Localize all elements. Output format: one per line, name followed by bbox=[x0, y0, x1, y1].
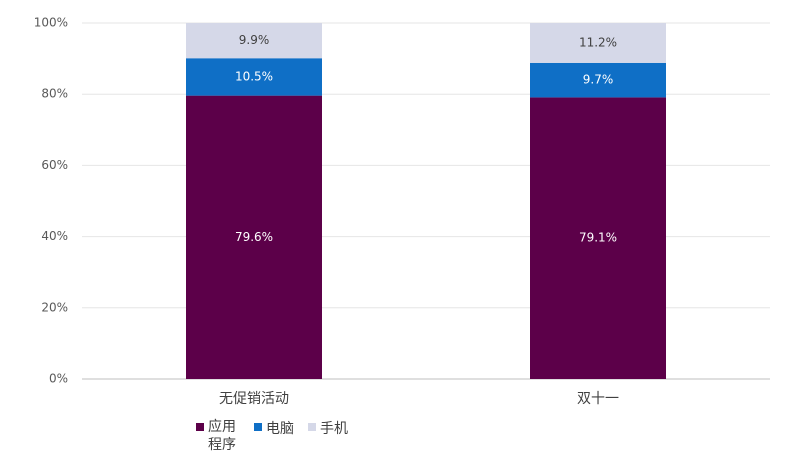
legend-item: 应用程序 bbox=[196, 418, 240, 454]
y-tick-label: 20% bbox=[41, 300, 68, 314]
data-label: 11.2% bbox=[579, 35, 617, 49]
x-tick-label: 无促销活动 bbox=[219, 391, 289, 407]
y-tick-label: 100% bbox=[34, 16, 68, 30]
y-tick-label: 60% bbox=[41, 158, 68, 172]
legend-item: 手机 bbox=[308, 418, 348, 454]
legend-item: 电脑 bbox=[254, 418, 294, 454]
y-tick-label: 80% bbox=[41, 87, 68, 101]
data-label: 10.5% bbox=[235, 69, 273, 83]
bar-segment bbox=[530, 97, 666, 380]
bar-segment bbox=[186, 23, 322, 59]
data-label: 9.9% bbox=[239, 33, 270, 47]
legend-swatch bbox=[308, 423, 316, 431]
y-tick-label: 40% bbox=[41, 229, 68, 243]
chart: 0% 20% 40% 60% 80% 100% 无促销活动 79.6% 10.5% 9.9% 双十一… bbox=[34, 16, 770, 407]
legend-label: 电脑 bbox=[266, 421, 294, 437]
bar-segment bbox=[186, 58, 322, 96]
y-tick-label: 0% bbox=[49, 372, 68, 386]
data-label: 79.6% bbox=[235, 230, 273, 244]
bar-segment bbox=[530, 23, 666, 63]
legend-swatch bbox=[254, 423, 262, 431]
bar-segment bbox=[530, 62, 666, 98]
legend-swatch bbox=[196, 423, 204, 431]
bar-segment bbox=[186, 95, 322, 380]
data-label: 79.1% bbox=[579, 231, 617, 245]
legend: 应用程序 电脑 手机 bbox=[196, 418, 348, 454]
legend-label: 手机 bbox=[320, 421, 348, 437]
x-tick-label: 双十一 bbox=[577, 391, 619, 407]
data-label: 9.7% bbox=[583, 73, 614, 87]
legend-label: 应用程序 bbox=[208, 419, 236, 453]
